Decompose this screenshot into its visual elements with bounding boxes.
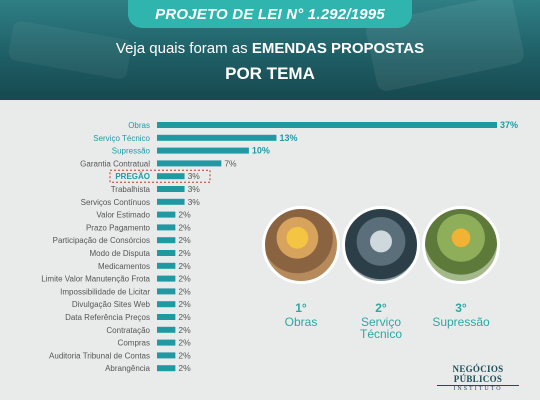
bar-impossibilidade-de-licitar xyxy=(157,288,176,295)
category-label-limite-valor-manutencao-frota: Limite Valor Manutenção Frota xyxy=(41,275,150,284)
value-label-impossibilidade-de-licitar: 2% xyxy=(178,286,191,296)
bar-obras xyxy=(157,122,497,128)
bar-limite-valor-manutencao-frota xyxy=(157,275,176,282)
value-label-garantia-contratual: 7% xyxy=(224,158,237,168)
category-label-servicos-continuos: Serviços Contínuos xyxy=(81,198,150,207)
subtitle-second-line: POR TEMA xyxy=(225,64,315,83)
rank-2: 2° Serviço Técnico xyxy=(342,302,420,340)
value-label-participacao-de-consorcios: 2% xyxy=(178,235,191,245)
category-label-medicamentos: Medicamentos xyxy=(98,262,150,271)
podium-section: 1° Obras 2° Serviço Técnico 3° Supressão xyxy=(262,206,502,340)
category-label-modo-de-disputa: Modo de Disputa xyxy=(90,249,151,258)
rank-1-number: 1° xyxy=(295,301,307,315)
value-label-medicamentos: 2% xyxy=(178,261,191,271)
rank-2-label-line2: Técnico xyxy=(359,327,403,341)
rank-3-label: Supressão xyxy=(432,315,490,329)
rank-2-label-line1: Serviço xyxy=(360,315,401,329)
rank-1-label: Obras xyxy=(284,315,318,329)
bar-prazo-pagamento xyxy=(157,224,176,231)
category-label-servico-tecnico: Serviço Técnico xyxy=(93,134,150,143)
bar-contratacao xyxy=(157,326,176,333)
value-label-limite-valor-manutencao-frota: 2% xyxy=(178,274,191,284)
value-label-abrangencia: 2% xyxy=(178,363,191,373)
bar-garantia-contratual xyxy=(157,160,222,167)
bar-chart: Obras 37% Serviço Técnico 13% Supressão 10% Ga… xyxy=(41,120,518,373)
category-label-participacao-de-consorcios: Participação de Consórcios xyxy=(53,236,150,245)
value-label-prazo-pagamento: 2% xyxy=(178,222,191,232)
value-label-compras: 2% xyxy=(178,338,191,348)
bar-medicamentos xyxy=(157,262,176,269)
category-label-obras: Obras xyxy=(128,121,150,130)
rank-3: 3° Supressão xyxy=(422,302,500,328)
photo-obras xyxy=(262,206,340,284)
value-label-servicos-continuos: 3% xyxy=(188,197,201,207)
rank-2-number: 2° xyxy=(375,301,387,315)
category-label-valor-estimado: Valor Estimado xyxy=(96,211,150,220)
subtitle-bold: EMENDAS PROPOSTAS xyxy=(251,40,425,57)
category-label-compras: Compras xyxy=(118,339,150,348)
category-label-impossibilidade-de-licitar: Impossibilidade de Licitar xyxy=(60,287,150,296)
bar-data-referencia-precos xyxy=(157,314,176,320)
value-label-supressao: 10% xyxy=(252,146,270,156)
value-label-obras: 37% xyxy=(500,120,518,130)
bar-trabalhista xyxy=(157,186,185,192)
bar-servico-tecnico xyxy=(157,134,277,141)
value-label-modo-de-disputa: 2% xyxy=(178,248,191,258)
bar-auditoria-tribunal-de-contas xyxy=(157,352,176,359)
category-label-trabalhista: Trabalhista xyxy=(111,185,151,194)
value-label-valor-estimado: 2% xyxy=(178,210,191,220)
bar-participacao-de-consorcios xyxy=(157,237,176,244)
category-label-abrangencia: Abrangência xyxy=(105,364,150,373)
value-label-divulgacao-sites-web: 2% xyxy=(178,299,191,309)
rank-3-number: 3° xyxy=(455,301,467,315)
value-label-data-referencia-precos: 2% xyxy=(178,312,191,322)
bar-compras xyxy=(157,339,176,346)
bar-supressao xyxy=(157,147,249,154)
highlight-box-pregao xyxy=(109,169,211,183)
bar-divulgacao-sites-web xyxy=(157,301,176,308)
subtitle: Veja quais foram as EMENDAS PROPOSTAS xyxy=(0,40,540,57)
bar-valor-estimado xyxy=(157,211,176,218)
category-label-auditoria-tribunal-de-contas: Auditoria Tribunal de Contas xyxy=(49,351,150,360)
logo-line1: NEGÓCIOS PÚBLICOS xyxy=(452,364,504,384)
category-label-garantia-contratual: Garantia Contratual xyxy=(80,159,150,168)
photo-supressao xyxy=(422,206,500,284)
category-label-supressao: Supressão xyxy=(112,147,151,156)
bar-servicos-continuos xyxy=(157,198,185,205)
rank-1: 1° Obras xyxy=(262,302,340,328)
photo-servico-tecnico xyxy=(342,206,420,284)
value-label-auditoria-tribunal-de-contas: 2% xyxy=(178,350,191,360)
negocios-publicos-logo: NEGÓCIOS PÚBLICOS INSTITUTO xyxy=(437,364,519,392)
header-banner: PROJETO DE LEI N° 1.292/1995 Veja quais … xyxy=(0,0,540,100)
bar-pregao xyxy=(157,173,185,180)
category-label-contratacao: Contratação xyxy=(106,326,150,335)
subtitle-plain: Veja quais foram as xyxy=(115,40,252,57)
category-label-data-referencia-precos: Data Referência Preços xyxy=(65,313,150,322)
value-label-contratacao: 2% xyxy=(178,325,191,335)
logo-line2: INSTITUTO xyxy=(437,385,519,392)
value-label-trabalhista: 3% xyxy=(188,184,201,194)
value-label-pregao: 3% xyxy=(188,171,201,181)
bar-abrangencia xyxy=(157,365,176,372)
category-label-prazo-pagamento: Prazo Pagamento xyxy=(86,223,151,232)
category-label-divulgacao-sites-web: Divulgação Sites Web xyxy=(72,300,151,309)
bar-modo-de-disputa xyxy=(157,250,176,256)
value-label-servico-tecnico: 13% xyxy=(279,133,297,143)
category-label-pregao: PREGÃO xyxy=(115,172,150,181)
title-pill: PROJETO DE LEI N° 1.292/1995 xyxy=(128,0,412,28)
